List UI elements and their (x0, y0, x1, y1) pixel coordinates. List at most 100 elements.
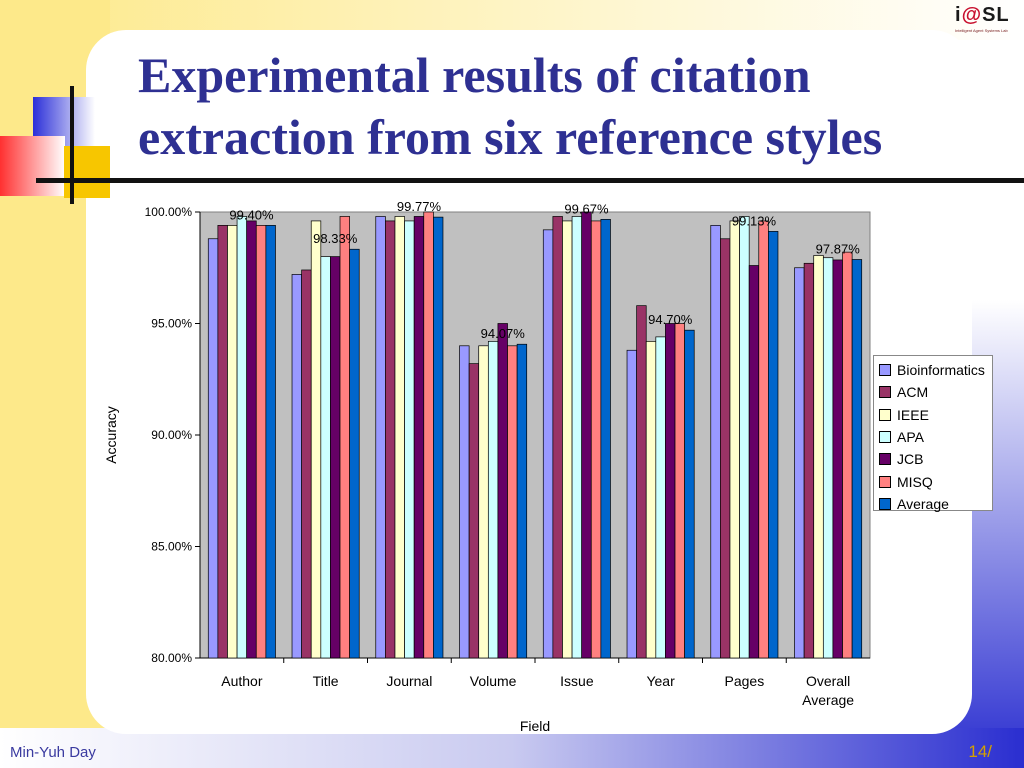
bar-bioinformatics (375, 216, 386, 659)
x-axis-title: Field (520, 718, 550, 734)
x-tick-label: Volume (470, 673, 517, 689)
legend-item-apa: APA (879, 426, 992, 448)
bar-average (349, 248, 360, 659)
data-label: 99.40% (229, 207, 274, 222)
y-tick-label: 95.00% (151, 317, 192, 331)
bar-jcb (246, 220, 257, 659)
bar-misq (758, 220, 769, 659)
legend-label: ACM (897, 384, 929, 401)
bar-misq (255, 225, 267, 659)
data-label: 94.70% (648, 312, 693, 327)
y-tick-label: 85.00% (151, 540, 192, 554)
y-tick-label: 80.00% (151, 651, 192, 665)
bar-ieee (310, 220, 322, 659)
bar-bioinformatics (291, 274, 302, 659)
bar-bioinformatics (459, 345, 470, 659)
bar-jcb (330, 256, 341, 659)
legend-label: IEEE (897, 406, 929, 423)
logo-text-suffix: SL (982, 4, 1010, 26)
legend-item-average: Average (879, 493, 992, 515)
bar-jcb (497, 323, 508, 659)
legend-label: APA (897, 429, 924, 446)
y-axis-title: Accuracy (103, 406, 119, 464)
bar-apa (655, 336, 666, 659)
x-tick-label: Journal (386, 673, 432, 689)
legend-swatch (879, 475, 891, 488)
bar-misq (674, 323, 685, 659)
bar-bioinformatics (794, 267, 805, 659)
data-label: 99.67% (564, 201, 609, 216)
bar-apa (487, 340, 499, 659)
lab-logo: i@SL Intelligent Agent Systems Lab (955, 4, 1021, 40)
data-label: 94.07% (481, 326, 526, 341)
logo-subtitle: Intelligent Agent Systems Lab (955, 28, 1008, 33)
bar-average (265, 225, 276, 659)
bar-misq (339, 216, 350, 659)
data-label: 99.77% (397, 199, 442, 214)
bar-apa (236, 216, 248, 659)
legend-swatch (879, 431, 891, 444)
legend-swatch (879, 408, 891, 421)
legend-swatch (879, 497, 891, 510)
legend-item-misq: MISQ (879, 470, 992, 492)
legend-item-jcb: JCB (879, 448, 992, 470)
x-tick-label: Pages (725, 673, 765, 689)
bar-jcb (832, 259, 843, 659)
x-tick-label: Author (221, 673, 263, 689)
bar-misq (842, 251, 853, 659)
bar-ieee (729, 220, 740, 659)
bar-ieee (645, 340, 657, 659)
bar-ieee (813, 255, 824, 659)
bar-bioinformatics (207, 238, 219, 659)
bar-jcb (665, 323, 676, 659)
x-tick-label: Title (313, 673, 339, 689)
legend-swatch (879, 386, 891, 399)
bar-ieee (394, 216, 405, 659)
bar-acm (301, 269, 312, 659)
legend-label: Bioinformatics (897, 362, 985, 379)
y-tick-label: 100.00% (145, 205, 193, 219)
bar-bioinformatics (710, 225, 721, 659)
legend-item-acm: ACM (879, 381, 992, 403)
bar-acm (468, 363, 480, 659)
chart-legend: Bioinformatics ACM IEEE APA JCB MISQ Average (873, 355, 993, 512)
bar-acm (217, 225, 228, 659)
bar-jcb (413, 216, 425, 659)
x-tick-label-line2: Average (802, 692, 854, 708)
bar-average (433, 216, 444, 659)
legend-item-bioinformatics: Bioinformatics (879, 359, 992, 381)
bar-acm (552, 216, 563, 659)
data-label: 98.33% (313, 231, 358, 246)
legend-label: JCB (897, 451, 924, 468)
footer-author: Min-Yuh Day (10, 744, 96, 761)
bar-misq (423, 211, 434, 659)
bar-apa (822, 257, 834, 659)
accuracy-bar-chart: 80.00% 85.00% 90.00% 95.00% 100.00% Author 99.… (103, 199, 871, 734)
y-tick-label: 90.00% (151, 428, 192, 442)
legend-label: Average (897, 495, 949, 512)
legend-item-ieee: IEEE (879, 404, 992, 426)
bar-bioinformatics (626, 349, 637, 659)
logo-text-prefix: i (955, 4, 962, 26)
bar-acm (803, 262, 815, 659)
bar-apa (404, 220, 415, 659)
data-label: 99.13% (732, 213, 777, 228)
logo-text-at: @ (961, 4, 983, 26)
data-label: 97.87% (816, 241, 861, 256)
bar-bioinformatics (542, 229, 554, 659)
bar-ieee (478, 345, 489, 659)
legend-swatch (879, 364, 891, 377)
x-tick-label: Issue (560, 673, 594, 689)
bar-acm (385, 220, 396, 659)
bar-average (684, 329, 695, 659)
legend-label: MISQ (897, 473, 933, 490)
bar-ieee (562, 220, 573, 659)
bar-acm (636, 305, 647, 659)
footer-page-number: 14/ (968, 742, 992, 761)
bar-apa (320, 256, 331, 659)
logo-wordmark: i@SL (955, 4, 1021, 27)
bar-ieee (227, 225, 238, 659)
bar-misq (590, 220, 602, 659)
bar-apa (739, 216, 750, 659)
bar-average (600, 219, 611, 659)
